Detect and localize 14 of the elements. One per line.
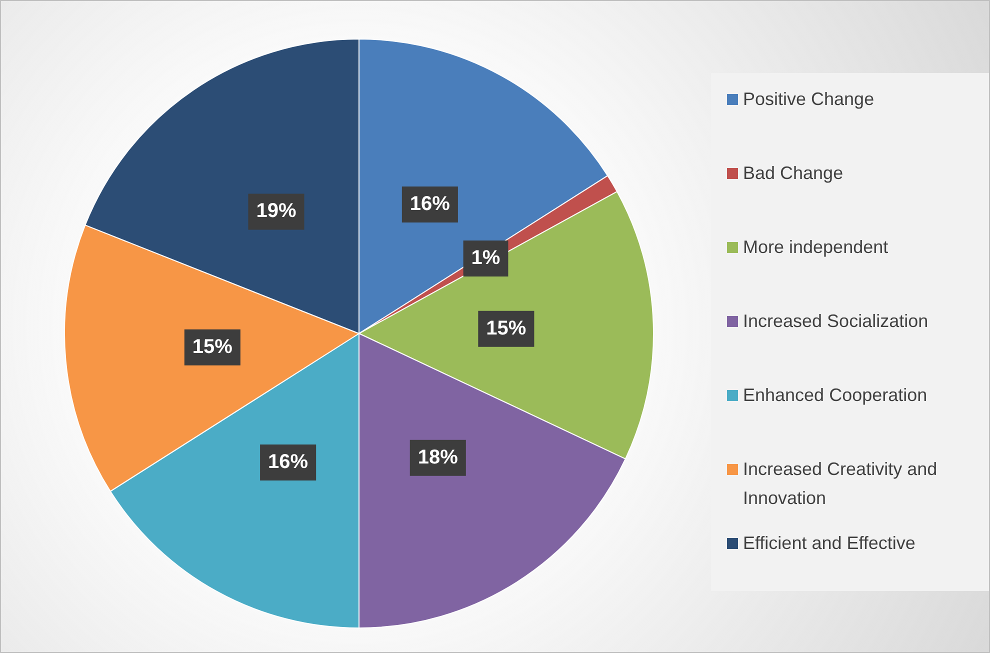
data-label: 18% <box>418 446 458 468</box>
legend-label: Positive Change <box>743 88 874 111</box>
legend-label: Increased Socialization <box>743 310 928 333</box>
data-label: 16% <box>410 192 450 215</box>
data-label: 16% <box>268 451 308 474</box>
data-label: 1% <box>471 247 500 270</box>
data-label: 15% <box>192 336 233 358</box>
legend-label: Bad Change <box>743 162 844 185</box>
legend-label: Enhanced Cooperation <box>743 384 928 407</box>
legend-label: Efficient and Effective <box>743 532 916 555</box>
data-label: 19% <box>256 200 296 222</box>
legend-label: More independent <box>743 236 888 259</box>
data-label: 15% <box>486 317 526 340</box>
legend-label: Increased Creativity and Innovation <box>743 458 938 510</box>
